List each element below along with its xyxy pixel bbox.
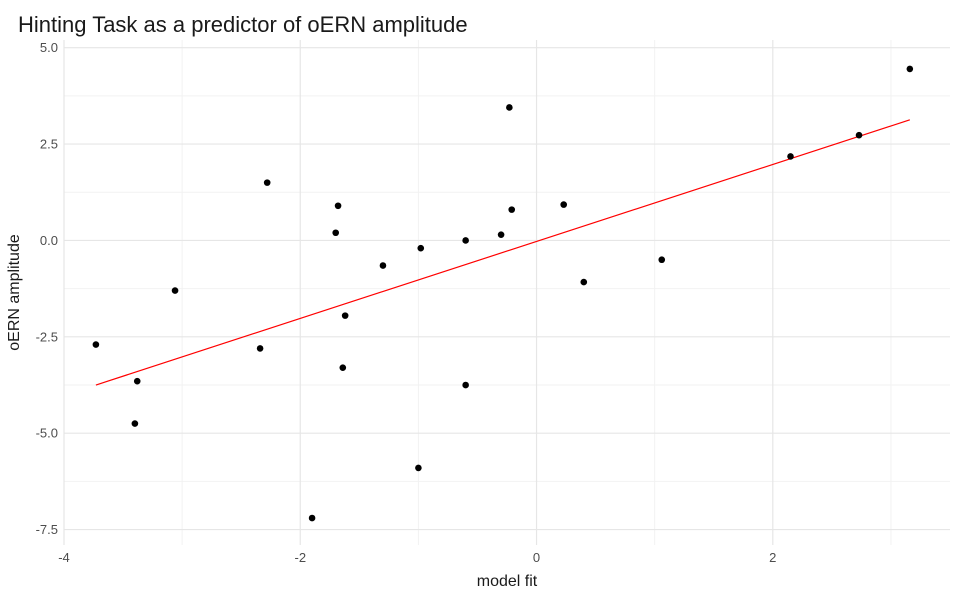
regression-line — [95, 119, 911, 386]
x-axis-title: model fit — [477, 573, 538, 590]
y-tick-label: -5.0 — [36, 426, 58, 441]
data-point — [508, 206, 516, 213]
y-tick-label: -2.5 — [36, 329, 58, 344]
chart-title: Hinting Task as a predictor of oERN ampl… — [18, 12, 468, 37]
data-point — [658, 256, 666, 264]
minor-grid — [64, 40, 950, 545]
y-axis-ticks: 5.0 2.5 0.0 -2.5 -5.0 -7.5 — [36, 40, 58, 537]
data-point — [339, 364, 347, 371]
data-point — [171, 287, 179, 294]
y-tick-label: -7.5 — [36, 522, 58, 537]
x-tick-label: 0 — [533, 550, 540, 565]
data-point — [506, 104, 513, 111]
data-point — [417, 244, 425, 252]
data-point — [855, 131, 863, 139]
data-point — [308, 514, 316, 522]
y-tick-label: 0.0 — [40, 233, 58, 248]
data-point — [415, 464, 422, 472]
x-tick-label: -4 — [58, 550, 70, 565]
y-tick-label: 2.5 — [40, 137, 58, 152]
data-point — [462, 381, 469, 389]
x-tick-label: -2 — [294, 550, 306, 565]
x-tick-label: 2 — [769, 550, 776, 565]
data-point — [133, 377, 141, 385]
data-point — [92, 341, 100, 348]
data-point — [787, 153, 794, 160]
data-point — [334, 202, 342, 210]
data-point — [131, 420, 139, 427]
data-point — [379, 262, 387, 269]
data-point — [332, 229, 340, 237]
data-point — [906, 65, 914, 73]
data-point — [497, 231, 505, 238]
y-axis-title: oERN amplitude — [6, 234, 23, 351]
y-tick-label: 5.0 — [40, 40, 58, 55]
data-point — [263, 179, 271, 186]
data-points — [92, 65, 914, 522]
data-point — [580, 278, 588, 286]
major-grid — [63, 40, 950, 545]
regression-line-group — [95, 119, 911, 386]
data-point — [560, 201, 568, 208]
data-point — [341, 312, 349, 319]
x-axis-ticks: -4 -2 0 2 — [58, 550, 776, 565]
data-point — [462, 237, 469, 244]
data-point — [256, 345, 264, 352]
